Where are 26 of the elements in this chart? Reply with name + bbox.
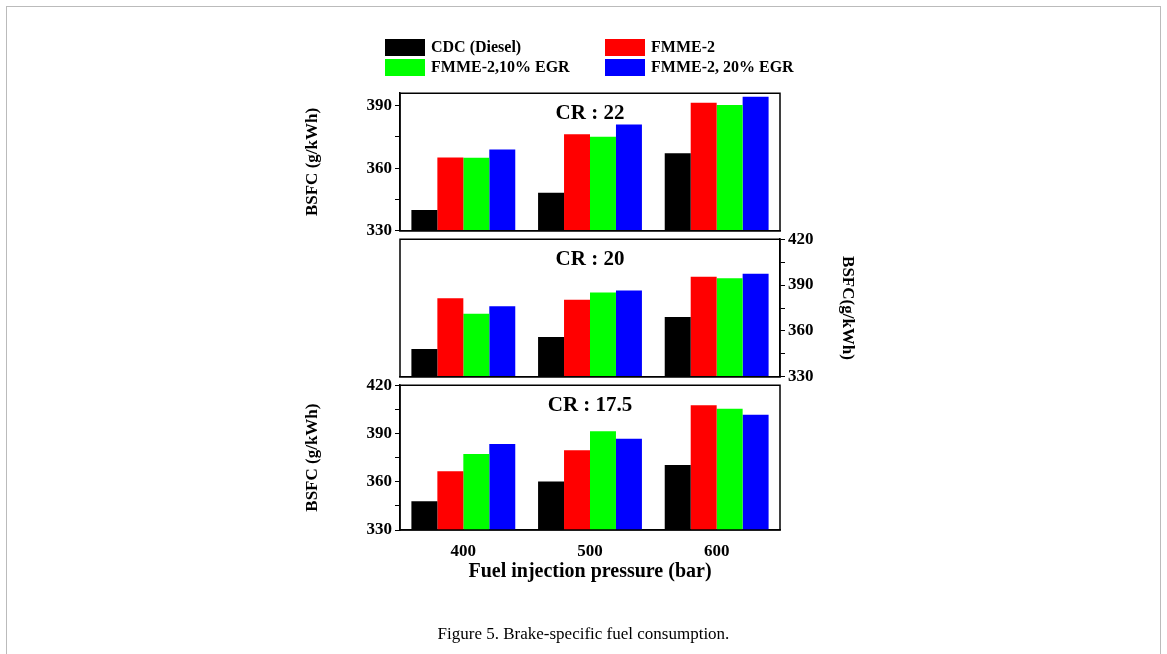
- caption: Figure 5. Brake-specific fuel consumption.: [436, 624, 731, 644]
- legend-label: FMME-2,10% EGR: [431, 58, 570, 76]
- chart-title: CR : 22: [555, 100, 625, 125]
- x-axis-title: Fuel injection pressure (bar): [468, 559, 712, 583]
- legend-label: FMME-2, 20% EGR: [651, 58, 794, 76]
- chart-title: CR : 20: [555, 246, 625, 271]
- legend-label: CDC (Diesel): [431, 38, 522, 56]
- y-tick-label: 330: [366, 220, 392, 240]
- y-axis-title: BSFC (g/kWh): [301, 107, 321, 217]
- y-tick-label: 330: [366, 519, 392, 539]
- y2-tick-label: 360: [788, 320, 814, 340]
- y2-tick-label: 420: [788, 228, 814, 248]
- y-axis-title: BSFC (g/kWh): [301, 403, 321, 512]
- y-tick-label: 390: [366, 95, 392, 115]
- y2-axis-title: BSFC(g/kWh): [839, 256, 859, 360]
- x-tick-label: 500: [577, 540, 603, 560]
- y2-tick-label: 330: [788, 366, 814, 386]
- y-tick-label: 360: [366, 157, 392, 177]
- y2-tick-label: 390: [788, 274, 814, 294]
- y-tick-label: 360: [366, 471, 392, 491]
- x-tick-label: 600: [703, 540, 730, 560]
- legend-label: FMME-2: [651, 38, 715, 56]
- y-tick-label: 420: [366, 374, 392, 394]
- x-tick-label: 400: [450, 540, 477, 560]
- y-tick-label: 390: [366, 422, 392, 442]
- chart-title: CR : 17.5: [547, 392, 633, 417]
